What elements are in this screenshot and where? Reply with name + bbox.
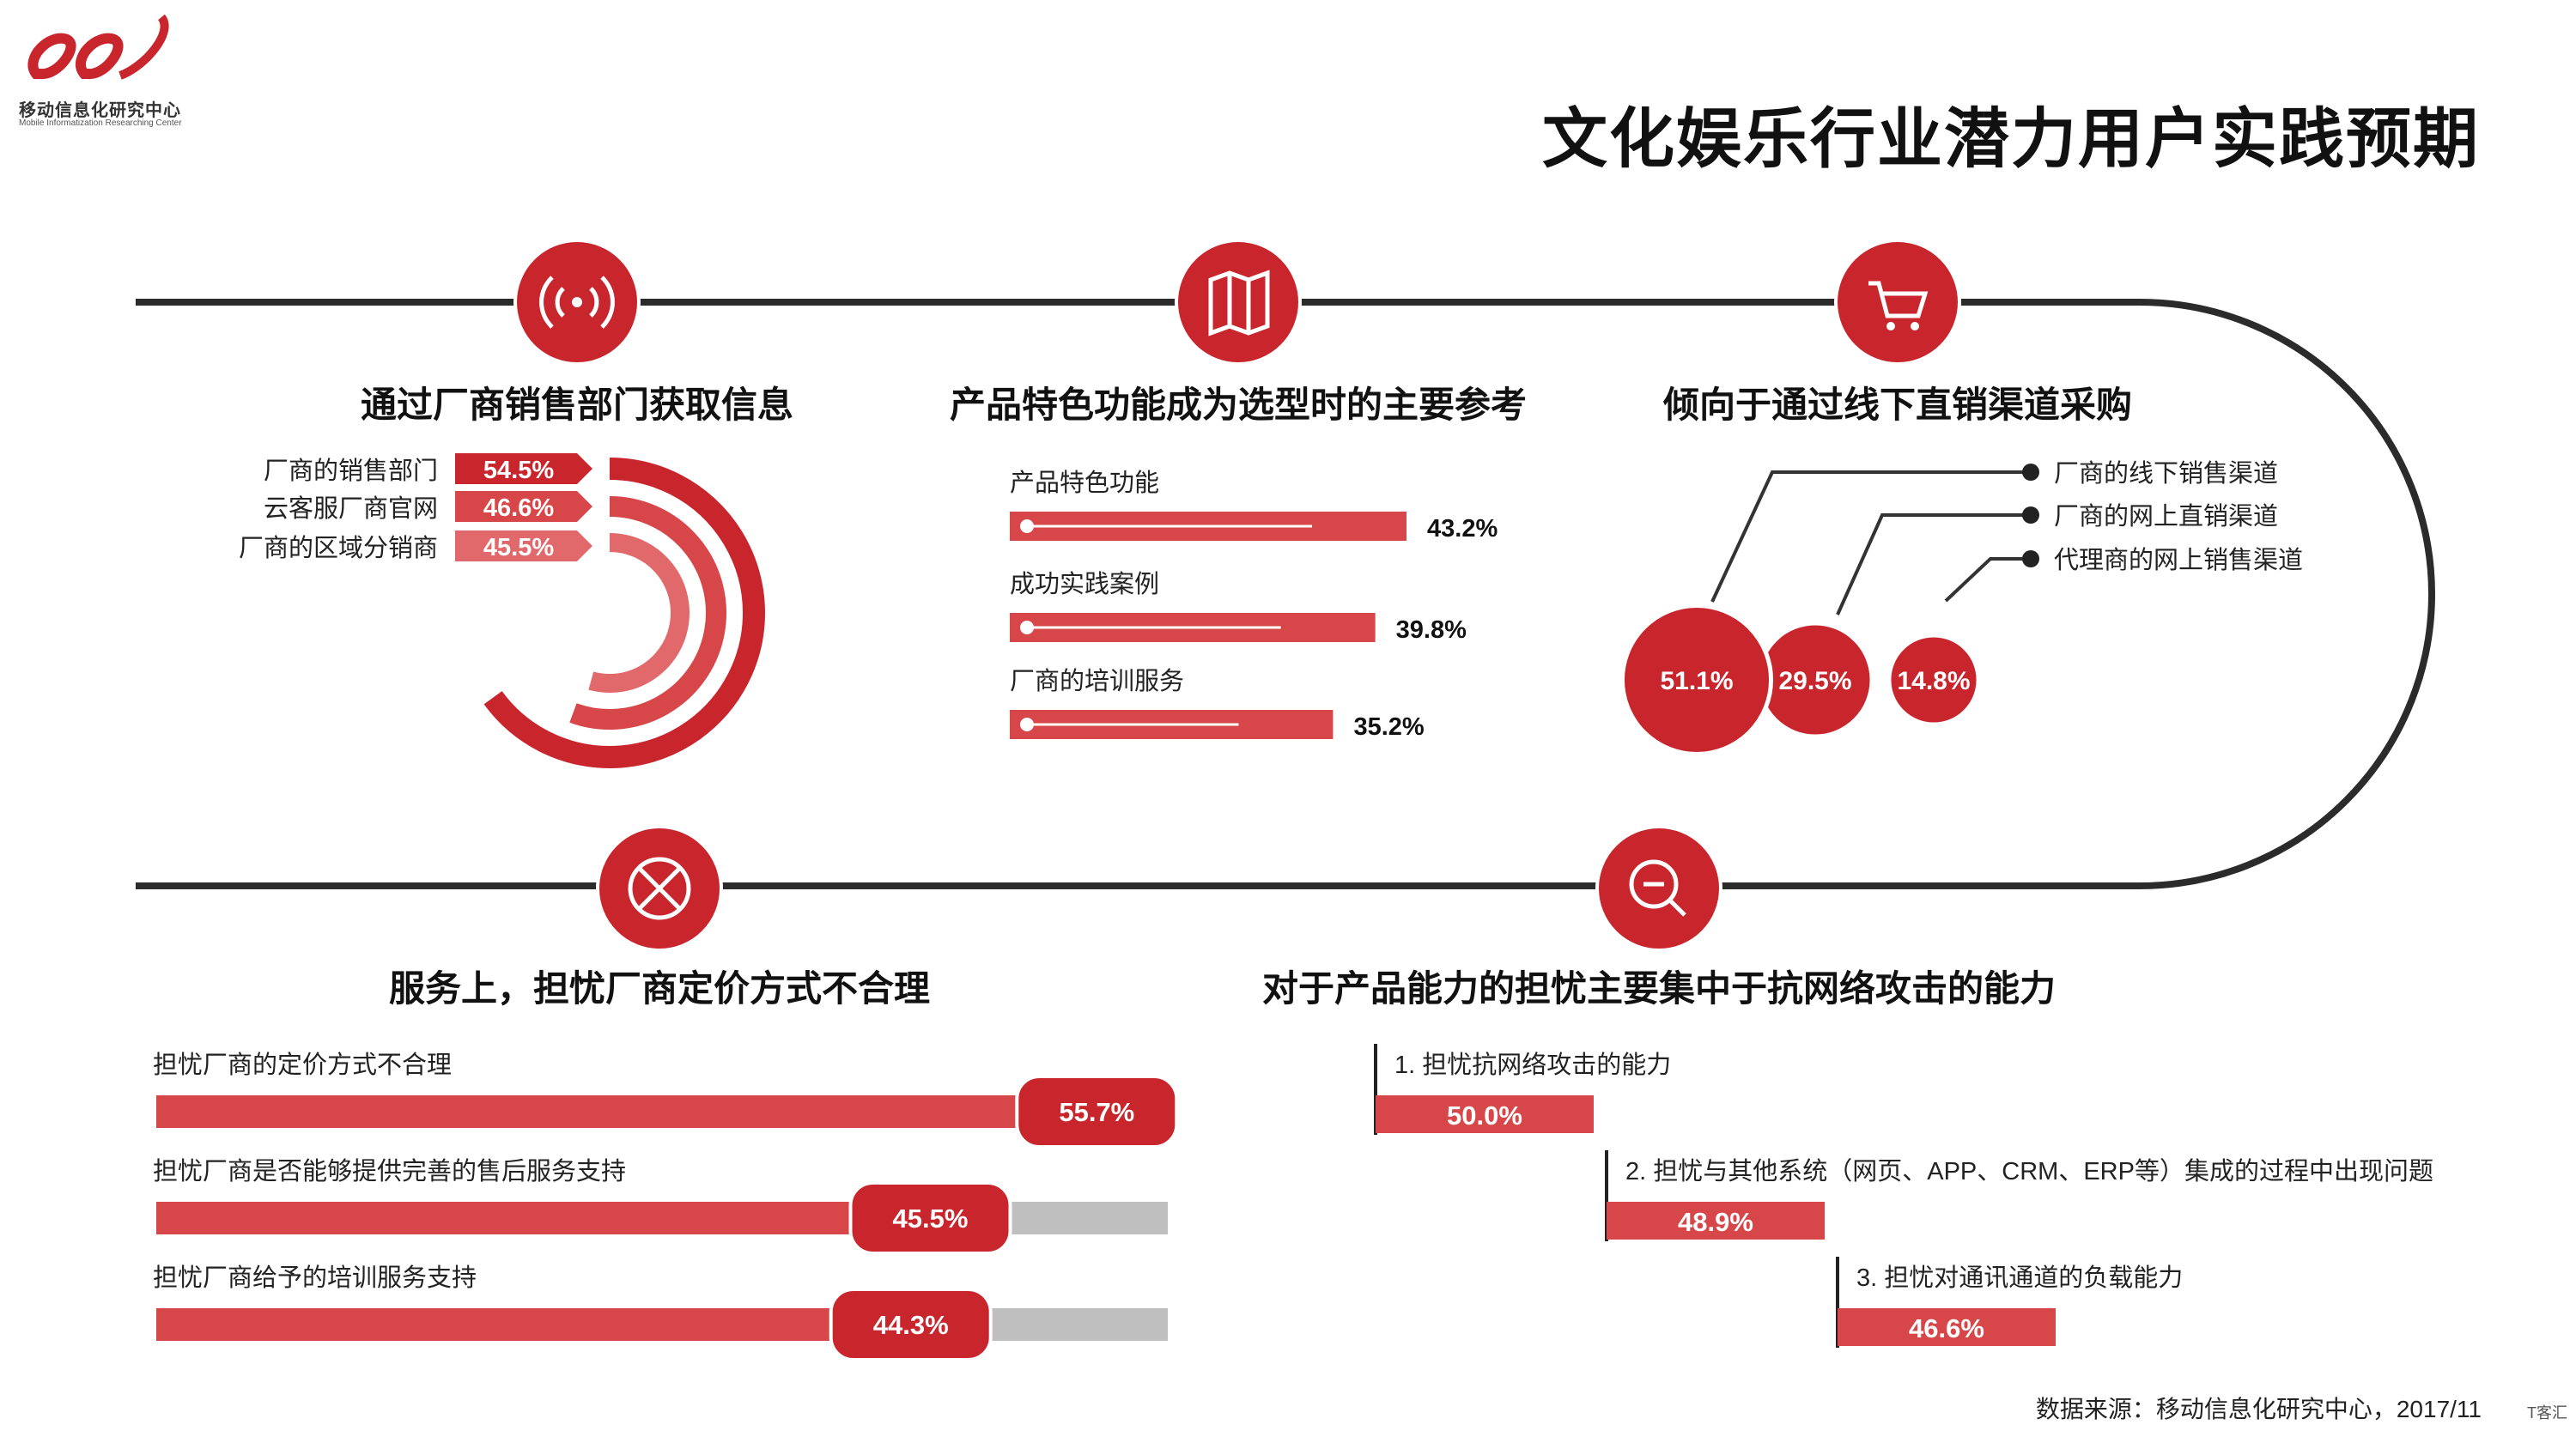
progress-bar-mark xyxy=(156,1202,899,1234)
bubble-value-label: 29.5% xyxy=(1778,667,1851,695)
arc-category-label: 云客服厂商官网 xyxy=(264,494,438,523)
section-title-vendor_info: 通过厂商销售部门获取信息 xyxy=(361,385,793,425)
page-title: 文化娱乐行业潜力用户实践预期 xyxy=(1542,103,2480,176)
progress-value-label: 45.5% xyxy=(893,1203,969,1234)
step-value-label: 50.0% xyxy=(1447,1100,1522,1131)
bubble-value-label: 51.1% xyxy=(1660,667,1733,695)
value-label: 54.5% xyxy=(483,457,554,484)
watermark: T客汇 xyxy=(2527,1404,2567,1422)
progress-category-label: 担忧厂商给予的培训服务支持 xyxy=(153,1264,477,1292)
bubble-value-label: 14.8% xyxy=(1897,667,1970,695)
legend-label: 代理商的网上销售渠道 xyxy=(2054,546,2303,574)
progress-bar-mark xyxy=(156,1095,1066,1128)
step-value-label: 46.6% xyxy=(1909,1313,1984,1343)
bar-category-label: 厂商的培训服务 xyxy=(1010,667,1184,695)
legend-label: 厂商的网上直销渠道 xyxy=(2054,502,2278,530)
bar-value-label: 39.8% xyxy=(1396,616,1467,644)
signal-icon xyxy=(513,239,641,366)
brand-name: 移动信息化研究中心 xyxy=(19,101,181,120)
bubble-mark xyxy=(1886,633,1981,727)
legend-leader-line xyxy=(1836,513,2031,615)
legend-dot xyxy=(2022,506,2039,524)
step-category-label: 3. 担忧对通讯通道的负载能力 xyxy=(1856,1264,2183,1292)
section-title-pricing: 服务上，担忧厂商定价方式不合理 xyxy=(389,968,930,1009)
section-title-capability: 对于产品能力的担忧主要集中于抗网络攻击的能力 xyxy=(1262,968,2056,1009)
value-pill xyxy=(829,1288,993,1361)
value-pill xyxy=(1015,1075,1179,1149)
value-label: 45.5% xyxy=(483,534,554,561)
step-category-label: 1. 担忧抗网络攻击的能力 xyxy=(1394,1051,1671,1079)
legend-dot xyxy=(2022,550,2039,567)
bar-value-label: 43.2% xyxy=(1427,515,1498,543)
value-tag xyxy=(455,453,592,484)
timeline-track xyxy=(136,299,2435,889)
cart-icon xyxy=(1834,239,1961,366)
bar-category-label: 产品特色功能 xyxy=(1010,469,1159,497)
step-bar-mark xyxy=(1607,1202,1825,1240)
step-bar-mark xyxy=(1838,1308,2056,1346)
progress-bar-mark xyxy=(156,1308,879,1341)
legend-dot xyxy=(2022,464,2039,481)
value-tag xyxy=(455,491,592,522)
bar-category-label: 成功实践案例 xyxy=(1010,570,1159,598)
arc-category-label: 厂商的区域分销商 xyxy=(239,534,438,562)
section-title-channel: 倾向于通过线下直销渠道采购 xyxy=(1662,385,2132,425)
brand-logo-icon xyxy=(27,14,169,80)
progress-value-label: 55.7% xyxy=(1059,1097,1134,1127)
network-icon xyxy=(596,825,723,952)
legend-label: 厂商的线下销售渠道 xyxy=(2054,459,2278,488)
value-label: 46.6% xyxy=(483,494,554,522)
bar-slider-knob xyxy=(1020,621,1034,634)
arc-mark xyxy=(588,533,690,693)
map-icon xyxy=(1175,239,1302,366)
step-category-label: 2. 担忧与其他系统（网页、APP、CRM、ERP等）集成的过程中出现问题 xyxy=(1625,1157,2433,1185)
bar-value-label: 35.2% xyxy=(1353,713,1424,741)
bubble-mark xyxy=(1619,603,1774,757)
brand-subtitle: Mobile Informatization Researching Cente… xyxy=(19,118,182,128)
arc-category-label: 厂商的销售部门 xyxy=(264,457,438,485)
progress-value-label: 44.3% xyxy=(873,1310,949,1340)
progress-category-label: 担忧厂商是否能够提供完善的售后服务支持 xyxy=(153,1157,626,1185)
value-pill xyxy=(848,1181,1012,1255)
legend-leader-line xyxy=(1710,470,2031,603)
progress-category-label: 担忧厂商的定价方式不合理 xyxy=(153,1051,452,1079)
legend-leader-line xyxy=(1944,557,2031,603)
arc-mark xyxy=(569,496,726,730)
source-note: 数据来源：移动信息化研究中心，2017/11 xyxy=(2035,1396,2482,1422)
search-icon xyxy=(1595,825,1722,952)
bar-slider-knob xyxy=(1020,718,1034,731)
bar-slider-knob xyxy=(1020,519,1034,533)
value-tag xyxy=(455,530,592,561)
step-bar-mark xyxy=(1376,1095,1594,1133)
arc-mark xyxy=(483,458,765,768)
section-title-feature_ref: 产品特色功能成为选型时的主要参考 xyxy=(950,385,1527,425)
step-value-label: 48.9% xyxy=(1678,1207,1753,1237)
